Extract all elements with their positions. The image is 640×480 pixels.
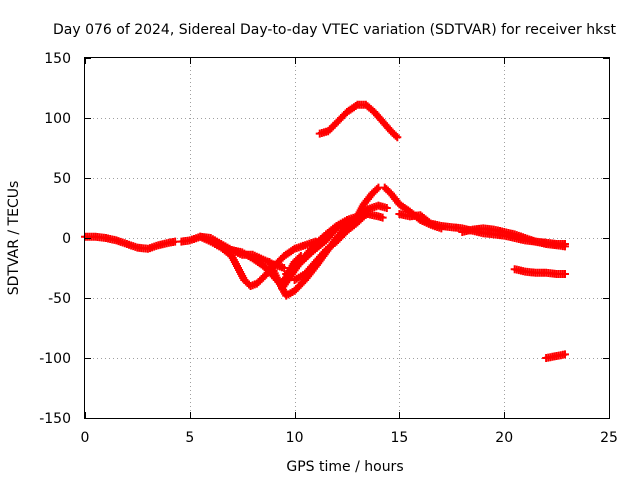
- y-tick-label: 100: [44, 111, 71, 127]
- series-track-i: [315, 100, 402, 142]
- chart-title: Day 076 of 2024, Sidereal Day-to-day VTE…: [53, 22, 616, 38]
- series-track-n: [542, 350, 569, 362]
- series-track-m: [510, 265, 569, 278]
- data-point: [280, 264, 289, 272]
- x-tick-label: 10: [286, 430, 304, 446]
- data-point: [393, 133, 402, 142]
- x-tick-label: 15: [390, 430, 408, 446]
- data-point: [560, 270, 569, 278]
- y-axis-label: SDTVAR / TECUs: [6, 181, 22, 296]
- data-point: [358, 213, 367, 222]
- y-tick-label: -50: [48, 291, 71, 307]
- plot-frame: [84, 57, 610, 419]
- data-point: [359, 212, 368, 221]
- x-tick-label: 20: [495, 430, 513, 446]
- data-point: [391, 131, 400, 140]
- x-tick-label: 25: [600, 430, 618, 446]
- x-tick-label: 5: [185, 430, 194, 446]
- axis-ticks: 0 5 10 15 20 25 -150 -100 -50 0 50 100 150: [39, 51, 618, 446]
- data-point: [560, 350, 569, 359]
- series-track-l: [458, 224, 569, 251]
- series-track-g: [282, 201, 391, 278]
- data-point: [382, 204, 391, 212]
- data-point: [372, 185, 381, 194]
- y-tick-label: -150: [39, 411, 71, 427]
- data-point: [560, 242, 569, 251]
- y-tick-label: 150: [44, 51, 71, 67]
- series-track-a: [81, 232, 180, 253]
- y-tick-label: -100: [39, 351, 71, 367]
- series-track-h: [290, 212, 368, 284]
- y-tick-label: 50: [53, 171, 71, 187]
- data-point: [378, 213, 387, 222]
- x-tick-label: 0: [81, 430, 90, 446]
- data-points: [81, 100, 569, 362]
- x-axis-label: GPS time / hours: [286, 459, 403, 475]
- y-tick-label: 0: [62, 231, 71, 247]
